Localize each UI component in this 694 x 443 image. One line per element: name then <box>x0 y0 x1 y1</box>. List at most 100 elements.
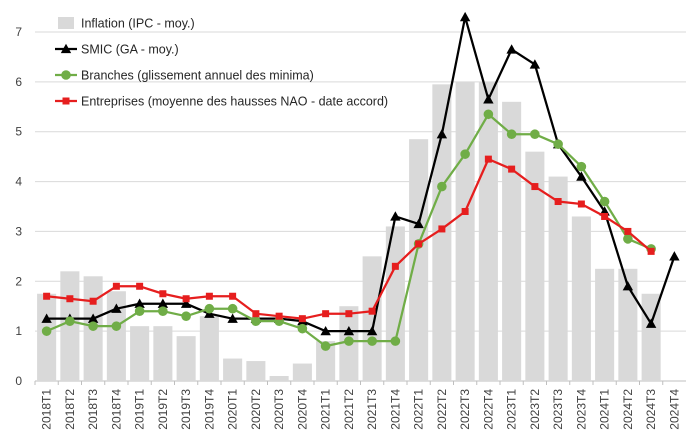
data-point <box>112 282 120 290</box>
data-point <box>506 129 517 140</box>
inflation-bar <box>478 81 498 381</box>
data-point <box>65 316 75 326</box>
legend-label: SMIC (GA - moy.) <box>81 43 179 57</box>
data-point <box>43 292 51 300</box>
legend-marker <box>60 43 72 54</box>
y-tick-label: 0 <box>15 374 22 388</box>
data-point <box>134 306 145 317</box>
series-circle <box>41 109 656 351</box>
inflation-bar <box>199 316 219 381</box>
y-tick-label: 7 <box>15 25 22 39</box>
inflation-bar <box>385 226 405 381</box>
series-triangle <box>41 11 680 336</box>
inflation-bar <box>106 291 126 381</box>
data-point <box>181 311 191 321</box>
data-point <box>111 303 122 313</box>
data-point <box>391 262 399 270</box>
data-point <box>415 240 423 248</box>
data-point <box>136 282 144 290</box>
x-tick-label: 2023T3 <box>551 389 565 430</box>
data-point <box>531 183 539 191</box>
inflation-bar <box>37 293 57 381</box>
data-point <box>41 313 52 323</box>
inflation-bar <box>269 376 289 381</box>
x-tick-label: 2023T2 <box>528 389 542 430</box>
x-tick-label: 2021T2 <box>342 389 356 430</box>
x-tick-label: 2018T3 <box>86 389 100 430</box>
data-point <box>275 312 283 320</box>
data-point <box>298 315 306 323</box>
data-point <box>436 129 448 139</box>
x-tick-label: 2021T1 <box>319 389 333 430</box>
x-tick-label: 2020T2 <box>249 389 263 430</box>
x-tick-label: 2018T2 <box>63 389 77 430</box>
data-point <box>367 336 377 346</box>
legend-label: Entreprises (moyenne des hausses NAO - d… <box>81 95 388 109</box>
data-point <box>345 310 353 318</box>
x-axis: 2018T1 2018T2 2018T3 2018T4 2019T1 2019T2 2019… <box>34 381 681 430</box>
data-point <box>554 198 562 206</box>
data-point <box>553 139 563 149</box>
data-point <box>205 292 213 300</box>
x-tick-label: 2019T4 <box>202 389 216 430</box>
data-point <box>483 109 494 120</box>
x-tick-label: 2018T1 <box>40 389 54 430</box>
data-point <box>529 59 541 69</box>
inflation-bar <box>362 256 382 381</box>
inflation-bar <box>292 363 312 381</box>
data-point <box>158 306 168 317</box>
x-tick-label: 2024T2 <box>621 389 635 430</box>
data-point <box>460 149 470 159</box>
inflation-bar <box>316 341 336 381</box>
data-point <box>41 326 52 336</box>
data-point <box>157 298 169 308</box>
data-point <box>437 181 447 192</box>
y-axis: 0 1 2 3 4 5 6 7 <box>15 25 22 388</box>
data-point <box>599 196 610 207</box>
inflation-bar <box>548 176 568 381</box>
inflation-bar <box>455 81 475 381</box>
inflation-bar <box>502 101 522 382</box>
inflation-bar <box>409 139 429 381</box>
data-point <box>484 155 492 163</box>
x-tick-label: 2022T2 <box>435 389 449 430</box>
data-point <box>624 227 632 235</box>
y-tick-label: 4 <box>15 175 22 189</box>
data-point <box>322 310 330 318</box>
inflation-bar <box>223 358 243 381</box>
data-point <box>182 295 190 303</box>
y-tick-label: 1 <box>15 324 22 338</box>
data-point <box>251 316 261 326</box>
legend: Inflation (IPC - moy.) SMIC (GA - moy.) Br… <box>55 17 388 109</box>
data-point <box>204 303 215 314</box>
data-point <box>438 225 446 233</box>
inflation-bar <box>618 268 638 381</box>
x-tick-label: 2018T4 <box>109 389 123 430</box>
data-point <box>390 336 401 346</box>
legend-label: Branches (glissement annuel des minima) <box>81 69 314 83</box>
data-point <box>576 171 587 181</box>
data-point <box>297 323 308 334</box>
data-point <box>180 298 192 308</box>
legend-entry: SMIC (GA - moy.) <box>55 43 179 57</box>
legend-swatch <box>58 17 74 29</box>
series-lines <box>41 11 680 351</box>
data-point <box>413 218 424 229</box>
data-point <box>601 212 609 220</box>
data-point <box>366 325 378 336</box>
data-point <box>227 313 238 323</box>
data-point <box>483 94 494 104</box>
series-line <box>46 15 676 333</box>
x-tick-label: 2021T4 <box>388 389 402 430</box>
legend-entry: Entreprises (moyenne des hausses NAO - d… <box>55 95 388 109</box>
data-point <box>343 325 355 336</box>
data-point <box>623 234 633 244</box>
x-tick-label: 2023T4 <box>574 389 588 430</box>
data-point <box>647 247 655 255</box>
inflation-bar <box>595 268 615 381</box>
x-tick-label: 2020T4 <box>295 389 309 430</box>
legend-marker <box>62 97 70 105</box>
x-tick-label: 2019T1 <box>133 389 147 430</box>
legend-marker <box>61 70 71 80</box>
